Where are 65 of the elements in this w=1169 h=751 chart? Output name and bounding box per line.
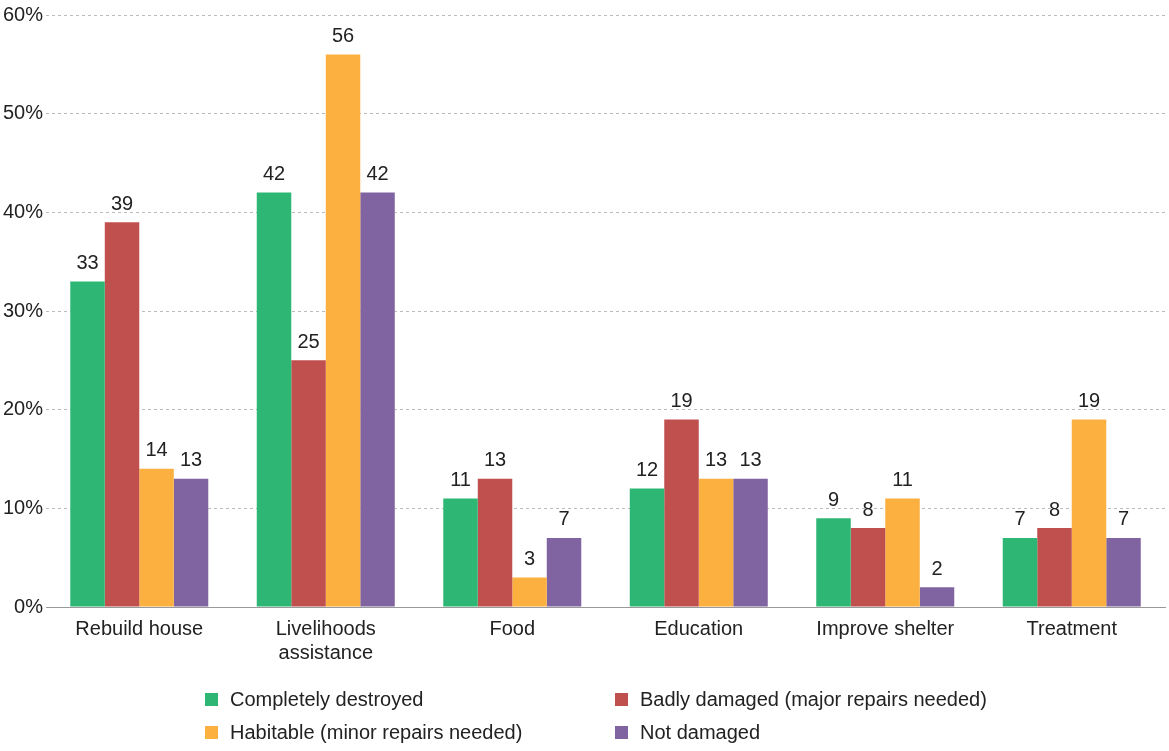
legend-label: Badly damaged (major repairs needed) <box>640 688 987 711</box>
bar <box>850 528 886 607</box>
bar <box>1037 528 1072 607</box>
data-label: 13 <box>739 448 762 471</box>
data-label: 11 <box>450 467 471 490</box>
x-tick-label: Treatment <box>1026 616 1118 639</box>
bar <box>546 537 582 607</box>
x-tick-label: Improve shelter <box>816 616 955 639</box>
data-label: 7 <box>1117 507 1130 530</box>
bar <box>360 192 395 607</box>
data-label: 25 <box>297 329 320 352</box>
bar <box>512 577 547 607</box>
data-label: 13 <box>704 448 728 471</box>
x-tick-label: Education <box>654 616 744 639</box>
bar <box>291 360 326 607</box>
data-label: 3 <box>523 546 536 569</box>
data-label: 56 <box>331 23 355 46</box>
y-tick-label: 60% <box>3 2 44 25</box>
bar <box>664 419 699 607</box>
data-label: 12 <box>635 458 659 481</box>
bar <box>1071 419 1107 607</box>
x-tick-label: Food <box>489 616 536 639</box>
x-tick-label: Rebuild house <box>75 616 204 639</box>
data-label: 11 <box>892 467 913 490</box>
data-label: 7 <box>1014 507 1026 530</box>
bar <box>1106 537 1141 607</box>
data-label: 2 <box>931 556 943 579</box>
bar <box>885 498 920 607</box>
x-tick-label: Livelihoods assistance <box>275 616 376 663</box>
y-tick-label: 20% <box>3 397 44 420</box>
data-label: 19 <box>670 389 693 412</box>
bar <box>70 281 105 607</box>
data-label: 19 <box>1077 389 1101 412</box>
y-tick-label: 0% <box>14 594 44 617</box>
data-label: 8 <box>862 497 874 520</box>
legend-label: Not damaged <box>640 721 761 744</box>
data-label: 13 <box>483 448 507 471</box>
bar <box>629 488 665 607</box>
bar <box>104 222 140 607</box>
y-tick-label: 50% <box>3 101 44 124</box>
bar <box>325 54 361 607</box>
bar <box>698 478 734 607</box>
y-tick-label: 30% <box>3 298 44 321</box>
bar <box>256 192 292 607</box>
data-label: 13 <box>179 448 203 471</box>
data-label: 33 <box>76 250 99 273</box>
bar <box>1002 537 1038 607</box>
legend-label: Completely destroyed <box>230 688 424 711</box>
legend-label: Habitable (minor repairs needed) <box>230 721 523 744</box>
data-label: 42 <box>262 162 286 185</box>
data-label: 8 <box>1048 497 1061 520</box>
data-label: 7 <box>558 507 570 530</box>
y-tick-label: 10% <box>3 495 44 518</box>
data-label: 42 <box>366 162 389 185</box>
data-label: 39 <box>110 191 134 214</box>
bar <box>139 468 174 607</box>
bar <box>733 478 768 607</box>
y-tick-label: 40% <box>3 199 44 222</box>
data-label: 14 <box>145 438 168 461</box>
bar <box>919 587 955 607</box>
bar <box>443 498 478 607</box>
bar <box>477 478 513 607</box>
bar <box>173 478 209 607</box>
data-label: 9 <box>827 487 840 510</box>
bar <box>816 518 851 607</box>
